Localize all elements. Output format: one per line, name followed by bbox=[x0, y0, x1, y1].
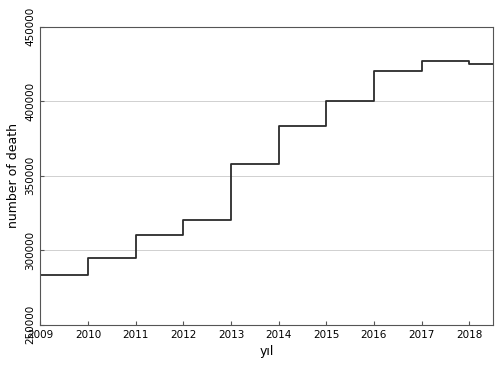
X-axis label: yıl: yıl bbox=[260, 345, 274, 358]
Y-axis label: number of death: number of death bbox=[7, 123, 20, 228]
